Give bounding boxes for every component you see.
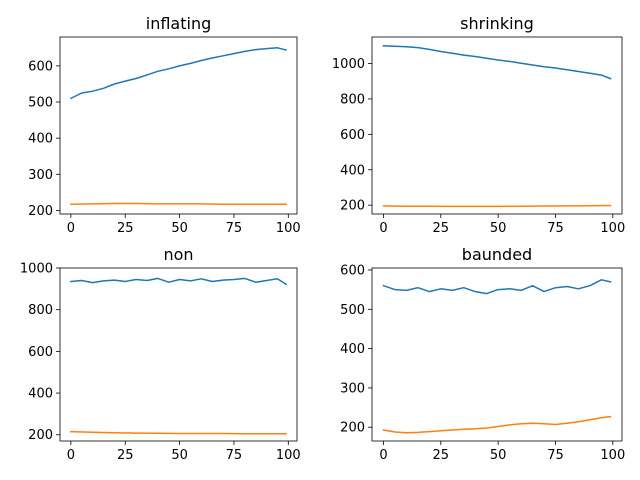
x-tick-label: 75 <box>226 221 243 236</box>
y-tick-label: 200 <box>340 199 365 214</box>
y-tick-label: 200 <box>340 421 365 436</box>
x-tick-label: 50 <box>490 448 507 463</box>
series-line-1 <box>382 279 612 295</box>
y-tick-label: 400 <box>28 387 53 402</box>
x-tick-label: 0 <box>67 221 75 236</box>
series-line-1 <box>382 45 612 80</box>
axes-frame <box>59 267 298 442</box>
series-line-2 <box>382 415 612 434</box>
x-tick-label: 75 <box>547 221 564 236</box>
y-tick-label: 800 <box>340 92 365 107</box>
y-tick-label: 400 <box>28 132 53 147</box>
x-tick-label: 50 <box>171 221 188 236</box>
series-line-2 <box>70 430 287 435</box>
axes-frame <box>59 36 298 215</box>
x-tick-label: 25 <box>117 448 134 463</box>
x-tick-label: 100 <box>276 221 301 236</box>
x-tick-label: 50 <box>490 221 507 236</box>
x-tick-label: 50 <box>171 448 188 463</box>
subplot-title: non <box>163 245 193 264</box>
y-tick-label: 1000 <box>332 57 365 72</box>
y-tick-label: 500 <box>340 303 365 318</box>
y-tick-label: 300 <box>28 168 53 183</box>
y-tick-label: 400 <box>340 163 365 178</box>
subplot-title: inflating <box>146 14 211 33</box>
y-tick-label: 600 <box>28 59 53 74</box>
x-tick-label: 100 <box>276 448 301 463</box>
y-tick-label: 500 <box>28 96 53 111</box>
subplot-3: non 0 25 50 75 100 200 400 600 800 1000 <box>20 245 301 463</box>
x-tick-label: 75 <box>547 448 564 463</box>
axes-frame <box>371 36 623 215</box>
subplot-1: inflating 0 25 50 75 100 200 300 400 500 600 <box>28 14 301 236</box>
y-tick-label: 800 <box>28 303 53 318</box>
y-tick-label: 600 <box>28 345 53 360</box>
x-tick-label: 0 <box>379 221 387 236</box>
x-tick-label: 25 <box>433 221 450 236</box>
series-line-1 <box>69 47 288 100</box>
subplot-2: shrinking 0 25 50 75 100 200 400 600 800 1000 <box>332 14 625 236</box>
y-tick-label: 200 <box>28 428 53 443</box>
x-tick-label: 100 <box>600 221 625 236</box>
series-line-2 <box>70 202 287 205</box>
y-tick-label: 200 <box>28 204 53 219</box>
y-tick-label: 600 <box>340 128 365 143</box>
series-line-2 <box>382 204 612 208</box>
subplot-title: baunded <box>462 245 532 264</box>
y-tick-label: 300 <box>340 381 365 396</box>
y-tick-label: 600 <box>340 263 365 278</box>
x-tick-label: 0 <box>67 448 75 463</box>
subplot-4: baunded 0 25 50 75 100 200 300 400 500 600 <box>340 245 625 463</box>
x-tick-label: 25 <box>117 221 134 236</box>
y-tick-label: 1000 <box>20 262 53 277</box>
x-tick-label: 0 <box>379 448 387 463</box>
x-tick-label: 75 <box>226 448 243 463</box>
y-tick-label: 400 <box>340 342 365 357</box>
subplot-title: shrinking <box>460 14 534 33</box>
x-tick-label: 100 <box>600 448 625 463</box>
x-tick-label: 25 <box>433 448 450 463</box>
axes-frame <box>371 267 623 442</box>
series-line-1 <box>70 277 288 286</box>
